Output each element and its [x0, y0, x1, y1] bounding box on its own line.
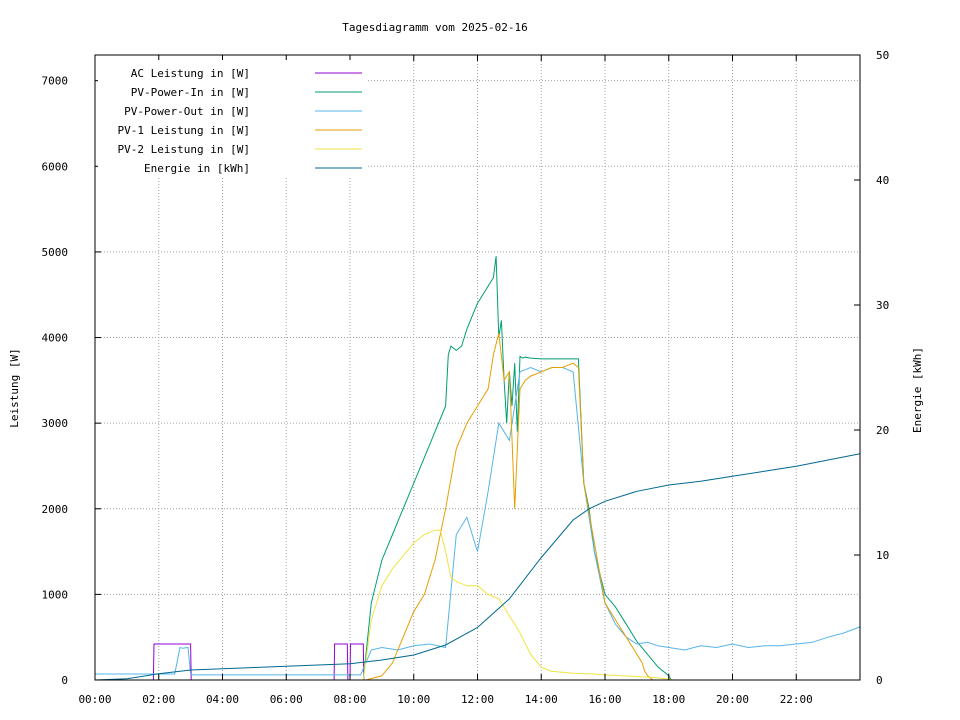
- y2-tick-label: 30: [876, 299, 889, 312]
- x-tick-label: 02:00: [142, 693, 175, 706]
- y2-tick-label: 0: [876, 674, 883, 687]
- legend-label: PV-1 Leistung in [W]: [118, 124, 250, 137]
- series-line-3: [365, 333, 654, 681]
- y2-tick-label: 10: [876, 549, 889, 562]
- legend-label: PV-Power-In in [W]: [131, 86, 250, 99]
- series-line-4: [362, 529, 675, 681]
- axis-ticks: 00:00 02:00 04:00 06:00 08:00 10:00 12:00 14:00…: [42, 49, 890, 706]
- y-axis-label: Leistung [W]: [8, 348, 21, 427]
- legend-background: [98, 60, 368, 178]
- legend-label: PV-Power-Out in [W]: [124, 105, 250, 118]
- x-tick-label: 06:00: [270, 693, 303, 706]
- x-tick-label: 08:00: [333, 693, 366, 706]
- x-tick-label: 20:00: [716, 693, 749, 706]
- x-tick-label: 10:00: [397, 693, 430, 706]
- legend-label: PV-2 Leistung in [W]: [118, 143, 250, 156]
- grid-lines: [95, 55, 860, 680]
- y-tick-label: 5000: [42, 246, 69, 259]
- y-tick-label: 0: [61, 674, 68, 687]
- x-tick-label: 04:00: [206, 693, 239, 706]
- y-tick-label: 3000: [42, 417, 69, 430]
- chart-title: Tagesdiagramm vom 2025-02-16: [342, 21, 527, 34]
- y2-tick-label: 20: [876, 424, 889, 437]
- x-tick-label: 00:00: [78, 693, 111, 706]
- x-tick-label: 16:00: [588, 693, 621, 706]
- y-tick-label: 6000: [42, 160, 69, 173]
- x-tick-label: 18:00: [652, 693, 685, 706]
- y-tick-label: 2000: [42, 503, 69, 516]
- y2-tick-label: 50: [876, 49, 889, 62]
- x-tick-label: 12:00: [461, 693, 494, 706]
- series-line-0: [152, 643, 365, 681]
- series-line-1: [362, 256, 672, 681]
- series-line-5: [94, 453, 861, 681]
- y-tick-label: 7000: [42, 75, 69, 88]
- y2-tick-label: 40: [876, 174, 889, 187]
- x-tick-label: 22:00: [780, 693, 813, 706]
- x-tick-label: 14:00: [525, 693, 558, 706]
- legend: AC Leistung in [W] PV-Power-In in [W] PV-P…: [98, 60, 368, 178]
- legend-label: AC Leistung in [W]: [131, 67, 250, 80]
- y-tick-label: 1000: [42, 588, 69, 601]
- y-tick-label: 4000: [42, 332, 69, 345]
- legend-label: Energie in [kWh]: [144, 162, 250, 175]
- y2-axis-label: Energie [kWh]: [911, 347, 924, 433]
